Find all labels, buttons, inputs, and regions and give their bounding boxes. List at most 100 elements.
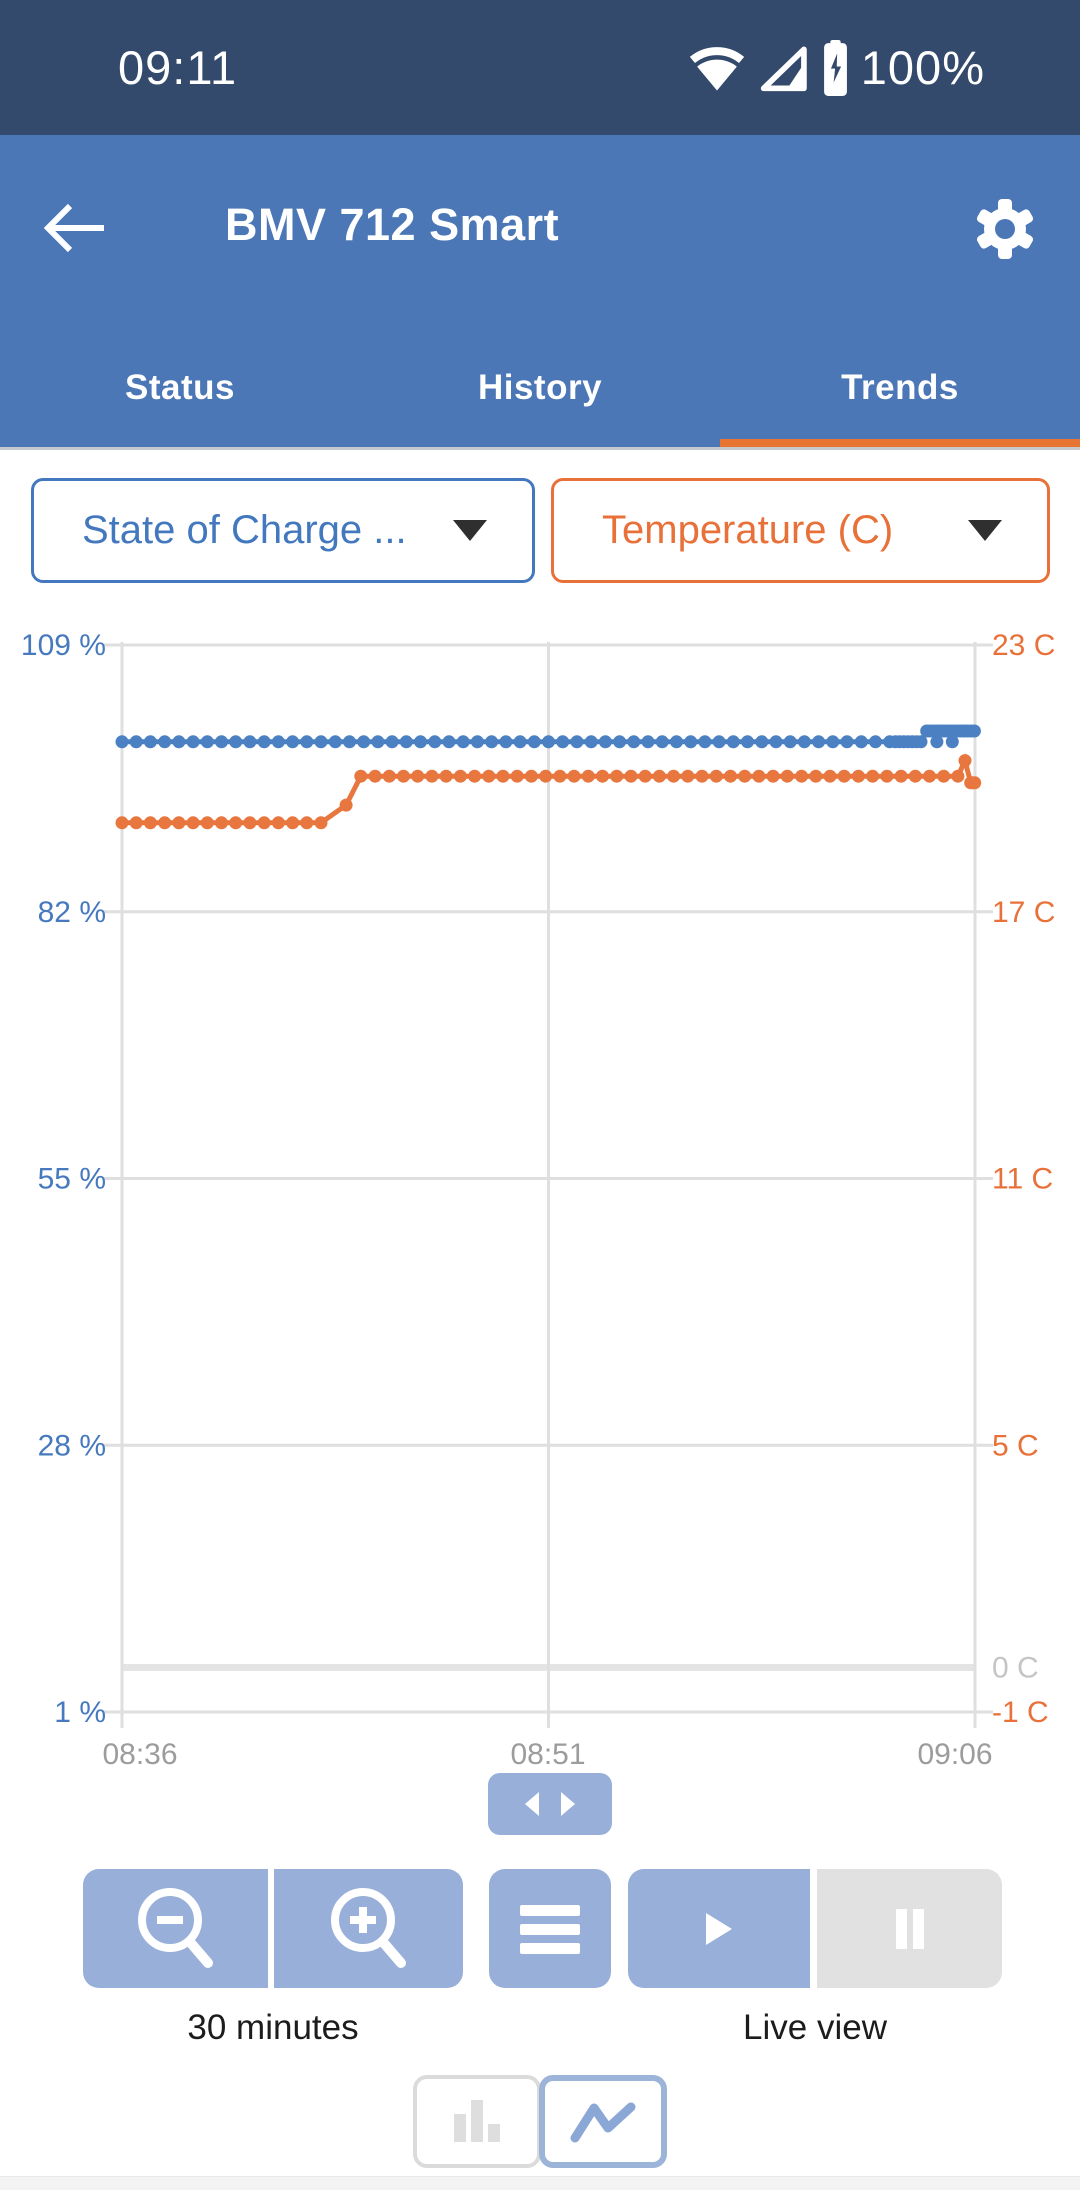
state-of-charge-point xyxy=(115,735,129,749)
state-of-charge-point xyxy=(741,735,754,749)
temperature-point xyxy=(339,798,353,812)
state-of-charge-point xyxy=(712,735,726,749)
state-of-charge-point xyxy=(598,735,612,749)
state-of-charge-point xyxy=(769,735,783,749)
play-icon xyxy=(706,1912,732,1945)
x-axis-tick-label: 08:51 xyxy=(510,1738,585,1771)
temperature-point xyxy=(115,816,129,830)
state-of-charge-point xyxy=(357,735,371,749)
state-of-charge-point xyxy=(783,735,797,749)
temperature-point xyxy=(695,769,709,783)
tab-trends[interactable]: Trends xyxy=(720,340,1080,447)
temperature-point xyxy=(823,769,837,783)
state-of-charge-point xyxy=(271,735,285,749)
temperature-point xyxy=(809,769,823,783)
temperature-point xyxy=(766,769,780,783)
temperature-point xyxy=(186,816,200,830)
temperature-point xyxy=(937,769,951,783)
pause-icon xyxy=(895,1908,924,1949)
state-of-charge-trailing-dots-point xyxy=(930,735,944,749)
wifi-icon xyxy=(689,46,744,90)
state-of-charge-point xyxy=(641,735,655,749)
temperature-point xyxy=(468,769,482,783)
bottom-strip xyxy=(0,2176,1080,2190)
temperature-point xyxy=(496,769,510,783)
left-axis-tick-label: 28 % xyxy=(38,1429,106,1462)
left-axis-tick-label: 82 % xyxy=(38,896,106,929)
temperature-point xyxy=(300,816,314,830)
state-of-charge-point xyxy=(343,735,356,749)
state-of-charge-point xyxy=(869,735,882,749)
temperature-point xyxy=(439,769,453,783)
state-of-charge-point xyxy=(499,735,513,749)
state-of-charge-point xyxy=(655,735,669,749)
temperature-point xyxy=(709,769,723,783)
x-axis-tick-label: 09:06 xyxy=(917,1738,992,1771)
temperature-point xyxy=(453,769,467,783)
zoom-out-button[interactable] xyxy=(83,1869,268,1988)
temperature-point xyxy=(738,769,752,783)
temperature-point xyxy=(482,769,496,783)
play-button[interactable] xyxy=(628,1869,810,1988)
temperature-point xyxy=(143,816,157,830)
right-series-dropdown-value: Temperature (C) xyxy=(602,508,894,552)
status-icons: 100% xyxy=(688,0,985,135)
right-series-dropdown[interactable]: Temperature (C) xyxy=(551,478,1050,583)
state-of-charge-point xyxy=(428,735,442,749)
state-of-charge-point xyxy=(570,735,584,749)
state-of-charge-point xyxy=(385,735,399,749)
live-view-label: Live view xyxy=(743,2008,887,2047)
state-of-charge-point xyxy=(328,735,342,749)
back-button[interactable] xyxy=(40,200,110,256)
settings-button[interactable] xyxy=(971,195,1039,263)
pan-scrollbar[interactable] xyxy=(488,1773,612,1835)
right-axis-tick-label: 11 C xyxy=(992,1163,1053,1196)
state-of-charge-point xyxy=(456,735,470,749)
tab-label: Trends xyxy=(841,368,959,407)
tab-label: Status xyxy=(125,368,235,407)
state-of-charge-point xyxy=(414,735,427,749)
temperature-point xyxy=(752,769,766,783)
tab-status[interactable]: Status xyxy=(0,340,360,447)
temperature-point xyxy=(553,769,567,783)
temperature-point xyxy=(411,769,425,783)
temperature-point xyxy=(539,769,553,783)
temperature-point xyxy=(923,769,936,783)
temperature-point xyxy=(851,769,865,783)
bar-chart-button[interactable] xyxy=(413,2075,541,2168)
state-of-charge-point xyxy=(172,735,186,749)
temperature-point xyxy=(354,769,368,783)
left-series-dropdown-value: State of Charge ... xyxy=(82,508,407,552)
state-of-charge-point xyxy=(613,735,627,749)
temperature-point xyxy=(425,769,439,783)
left-axis-tick-label: 109 % xyxy=(21,629,106,662)
left-series-dropdown[interactable]: State of Charge ... xyxy=(31,478,535,583)
temperature-point xyxy=(271,816,285,830)
state-of-charge-point xyxy=(215,735,228,749)
chevron-down-icon xyxy=(968,520,1002,541)
temperature-point xyxy=(667,769,681,783)
temperature-point xyxy=(958,754,972,768)
tab-history[interactable]: History xyxy=(360,340,720,447)
line-chart-button[interactable] xyxy=(539,2075,667,2168)
state-of-charge-point xyxy=(186,735,200,749)
state-of-charge-point xyxy=(442,735,456,749)
chevron-down-icon xyxy=(453,520,487,541)
state-of-charge-point xyxy=(143,735,157,749)
magnifier-plus-icon xyxy=(330,1887,406,1968)
right-axis-tick-label: 23 C xyxy=(992,629,1055,662)
temperature-point xyxy=(908,769,922,783)
state-of-charge-point xyxy=(840,735,854,749)
zoom-in-button[interactable] xyxy=(274,1869,463,1988)
state-of-charge-point xyxy=(527,735,541,749)
chart-canvas: 109 %82 %55 %28 %1 %23 C17 C11 C5 C-1 C0… xyxy=(21,629,1055,1771)
state-of-charge-point xyxy=(726,735,740,749)
temperature-point xyxy=(368,769,382,783)
temperature-point xyxy=(172,816,186,830)
chart-menu-button[interactable] xyxy=(489,1869,611,1988)
temperature-point xyxy=(681,769,695,783)
temperature-point xyxy=(596,769,609,783)
left-right-arrows-icon xyxy=(525,1792,575,1816)
pause-button[interactable] xyxy=(817,1869,1002,1988)
